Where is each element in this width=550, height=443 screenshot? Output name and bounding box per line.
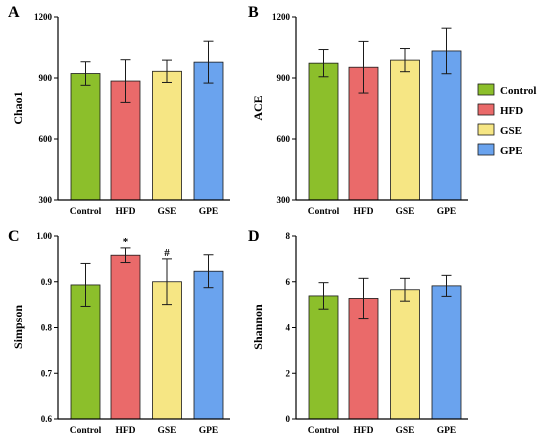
x-tick-label: Control xyxy=(70,426,102,436)
y-axis-label: Simpson xyxy=(11,305,25,349)
y-tick-label: 600 xyxy=(277,134,291,144)
x-tick-label: Control xyxy=(308,207,340,217)
bar-gse xyxy=(152,70,182,201)
y-tick-label: 1200 xyxy=(34,12,53,22)
y-tick-label: 2 xyxy=(286,368,291,378)
x-tick-label: Control xyxy=(308,426,340,436)
panel-letter: C xyxy=(8,228,20,245)
y-tick-label: 900 xyxy=(39,73,53,83)
y-tick-label: 1.00 xyxy=(36,231,52,241)
bar-gse xyxy=(390,59,420,201)
bar-control xyxy=(308,295,339,420)
legend-label-hfd: HFD xyxy=(500,105,523,117)
bar-gpe xyxy=(431,285,462,420)
panel-letter: A xyxy=(8,4,20,21)
significance-marker: # xyxy=(164,247,170,259)
x-tick-label: GSE xyxy=(157,207,176,217)
x-tick-label: GPE xyxy=(199,207,219,217)
y-tick-label: 0.8 xyxy=(41,323,53,333)
panel-a: A Chao1 Control HFD GSE GPE 300 600 900 1200 xyxy=(8,4,230,217)
bar-control xyxy=(308,62,339,201)
x-tick-label: GSE xyxy=(395,207,414,217)
y-tick-label: 900 xyxy=(277,73,291,83)
panel-d: D Shannon Control HFD GSE GPE 0 2 4 6 8 xyxy=(248,228,468,436)
legend-swatch-gse xyxy=(477,123,495,136)
legend-swatch-gpe xyxy=(477,143,495,156)
bar-gpe xyxy=(431,50,462,201)
bar-gse xyxy=(390,289,420,420)
legend: Control HFD GSE GPE xyxy=(477,83,536,157)
x-tick-label: HFD xyxy=(353,207,373,217)
y-axis-label: ACE xyxy=(251,95,265,120)
y-tick-label: 300 xyxy=(277,195,291,205)
bar-control xyxy=(70,284,101,420)
bar-gpe xyxy=(193,270,224,420)
x-tick-label: GSE xyxy=(157,426,176,436)
x-tick-label: GPE xyxy=(437,207,457,217)
panel-letter: B xyxy=(248,4,259,21)
y-tick-label: 1200 xyxy=(272,12,291,22)
y-axis-label: Chao1 xyxy=(11,91,25,124)
y-tick-label: 300 xyxy=(39,195,53,205)
panel-letter: D xyxy=(248,228,260,245)
x-tick-label: HFD xyxy=(353,426,373,436)
significance-marker: * xyxy=(123,236,129,248)
panel-c: C Simpson Control * HFD # GSE GPE 0.6 0.7 0.8 0.9 1.… xyxy=(8,228,230,436)
legend-label-gse: GSE xyxy=(500,125,522,137)
legend-swatch-control xyxy=(477,83,495,96)
y-axis-label: Shannon xyxy=(251,304,265,350)
x-tick-label: HFD xyxy=(115,207,135,217)
y-tick-label: 0.7 xyxy=(41,368,53,378)
y-tick-label: 0 xyxy=(286,414,291,424)
x-tick-label: HFD xyxy=(115,426,135,436)
bar-hfd xyxy=(110,254,141,420)
x-tick-label: GPE xyxy=(437,426,457,436)
y-tick-label: 8 xyxy=(286,231,291,241)
y-tick-label: 4 xyxy=(286,323,291,333)
legend-label-control: Control xyxy=(500,85,536,97)
legend-label-gpe: GPE xyxy=(500,145,523,157)
y-tick-label: 0.6 xyxy=(41,414,53,424)
y-tick-label: 0.9 xyxy=(41,277,53,287)
y-tick-label: 6 xyxy=(286,277,291,287)
legend-swatch-hfd xyxy=(477,103,495,116)
panel-b: B ACE Control HFD GSE GPE 300 600 900 1200 xyxy=(248,4,468,217)
y-tick-label: 600 xyxy=(39,134,53,144)
x-tick-label: GSE xyxy=(395,426,414,436)
bar-control xyxy=(70,73,101,201)
x-tick-label: Control xyxy=(70,207,102,217)
x-tick-label: GPE xyxy=(199,426,219,436)
